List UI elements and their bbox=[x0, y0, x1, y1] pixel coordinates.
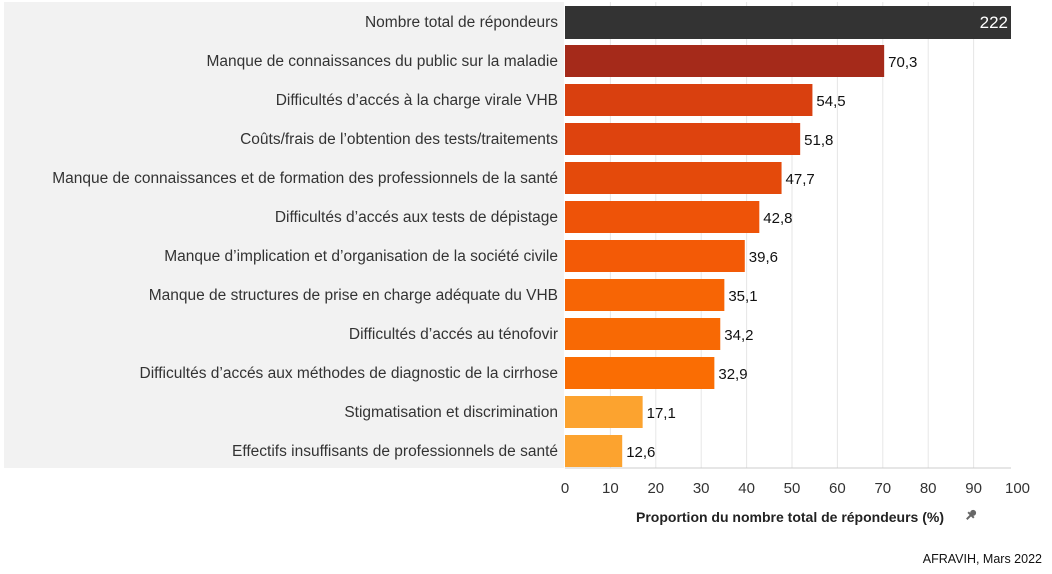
pin-icon[interactable] bbox=[964, 508, 978, 522]
x-tick-label: 100 bbox=[1005, 480, 1030, 497]
bar bbox=[565, 435, 623, 467]
total-label: Nombre total de répondeurs bbox=[365, 14, 558, 31]
x-tick-label: 20 bbox=[647, 480, 664, 497]
bar bbox=[565, 318, 721, 350]
bar bbox=[565, 45, 885, 77]
value-label: 12,6 bbox=[626, 444, 655, 461]
x-tick-label: 90 bbox=[965, 480, 982, 497]
value-label: 32,9 bbox=[718, 366, 747, 383]
category-label: Coûts/frais de l’obtention des tests/tra… bbox=[240, 131, 558, 148]
category-label: Manque d’implication et d’organisation d… bbox=[164, 248, 558, 265]
bar bbox=[565, 357, 715, 389]
bar bbox=[565, 240, 745, 272]
value-label: 51,8 bbox=[804, 132, 833, 149]
total-bar bbox=[565, 6, 1011, 39]
x-tick-label: 10 bbox=[602, 480, 619, 497]
category-label: Manque de connaissances et de formation … bbox=[52, 170, 558, 187]
x-tick-label: 30 bbox=[693, 480, 710, 497]
bar bbox=[565, 396, 643, 428]
value-label: 42,8 bbox=[763, 210, 792, 227]
bar bbox=[565, 279, 725, 311]
category-label: Difficultés d’accés à la charge virale V… bbox=[276, 92, 558, 109]
x-tick-label: 50 bbox=[784, 480, 801, 497]
category-label: Difficultés d’accés aux tests de dépista… bbox=[275, 209, 558, 226]
x-axis-title: Proportion du nombre total de répondeurs… bbox=[636, 509, 944, 525]
x-tick-label: 40 bbox=[738, 480, 755, 497]
gridlines bbox=[565, 2, 1011, 469]
bar-rows: Nombre total de répondeurs 222 Manque de c… bbox=[52, 6, 1011, 467]
x-tick-label: 0 bbox=[561, 480, 569, 497]
x-tick-label: 70 bbox=[874, 480, 891, 497]
source-note: AFRAVIH, Mars 2022 bbox=[922, 552, 1042, 566]
value-label: 35,1 bbox=[728, 288, 757, 305]
category-label: Effectifs insuffisants de professionnels… bbox=[232, 443, 558, 460]
value-label: 39,6 bbox=[749, 249, 778, 266]
x-tick-label: 60 bbox=[829, 480, 846, 497]
x-tick-label: 80 bbox=[920, 480, 937, 497]
value-label: 34,2 bbox=[724, 327, 753, 344]
x-axis-ticks: 0 10 20 30 40 50 60 70 80 90 100 bbox=[561, 480, 1030, 497]
category-label: Difficultés d’accés au ténofovir bbox=[349, 326, 558, 343]
category-label: Stigmatisation et discrimination bbox=[344, 404, 558, 421]
category-label: Manque de structures de prise en charge … bbox=[149, 287, 558, 304]
label-panel-background bbox=[4, 2, 564, 468]
bar bbox=[565, 123, 801, 155]
bar bbox=[565, 84, 813, 116]
value-label: 17,1 bbox=[647, 405, 676, 422]
bar bbox=[565, 162, 782, 194]
category-label: Difficultés d’accés aux méthodes de diag… bbox=[140, 365, 558, 382]
bar bbox=[565, 201, 760, 233]
value-label: 47,7 bbox=[786, 171, 815, 188]
category-label: Manque de connaissances du public sur la… bbox=[206, 53, 558, 70]
value-label: 54,5 bbox=[816, 93, 845, 110]
value-label: 70,3 bbox=[888, 54, 917, 71]
total-value: 222 bbox=[980, 13, 1008, 32]
